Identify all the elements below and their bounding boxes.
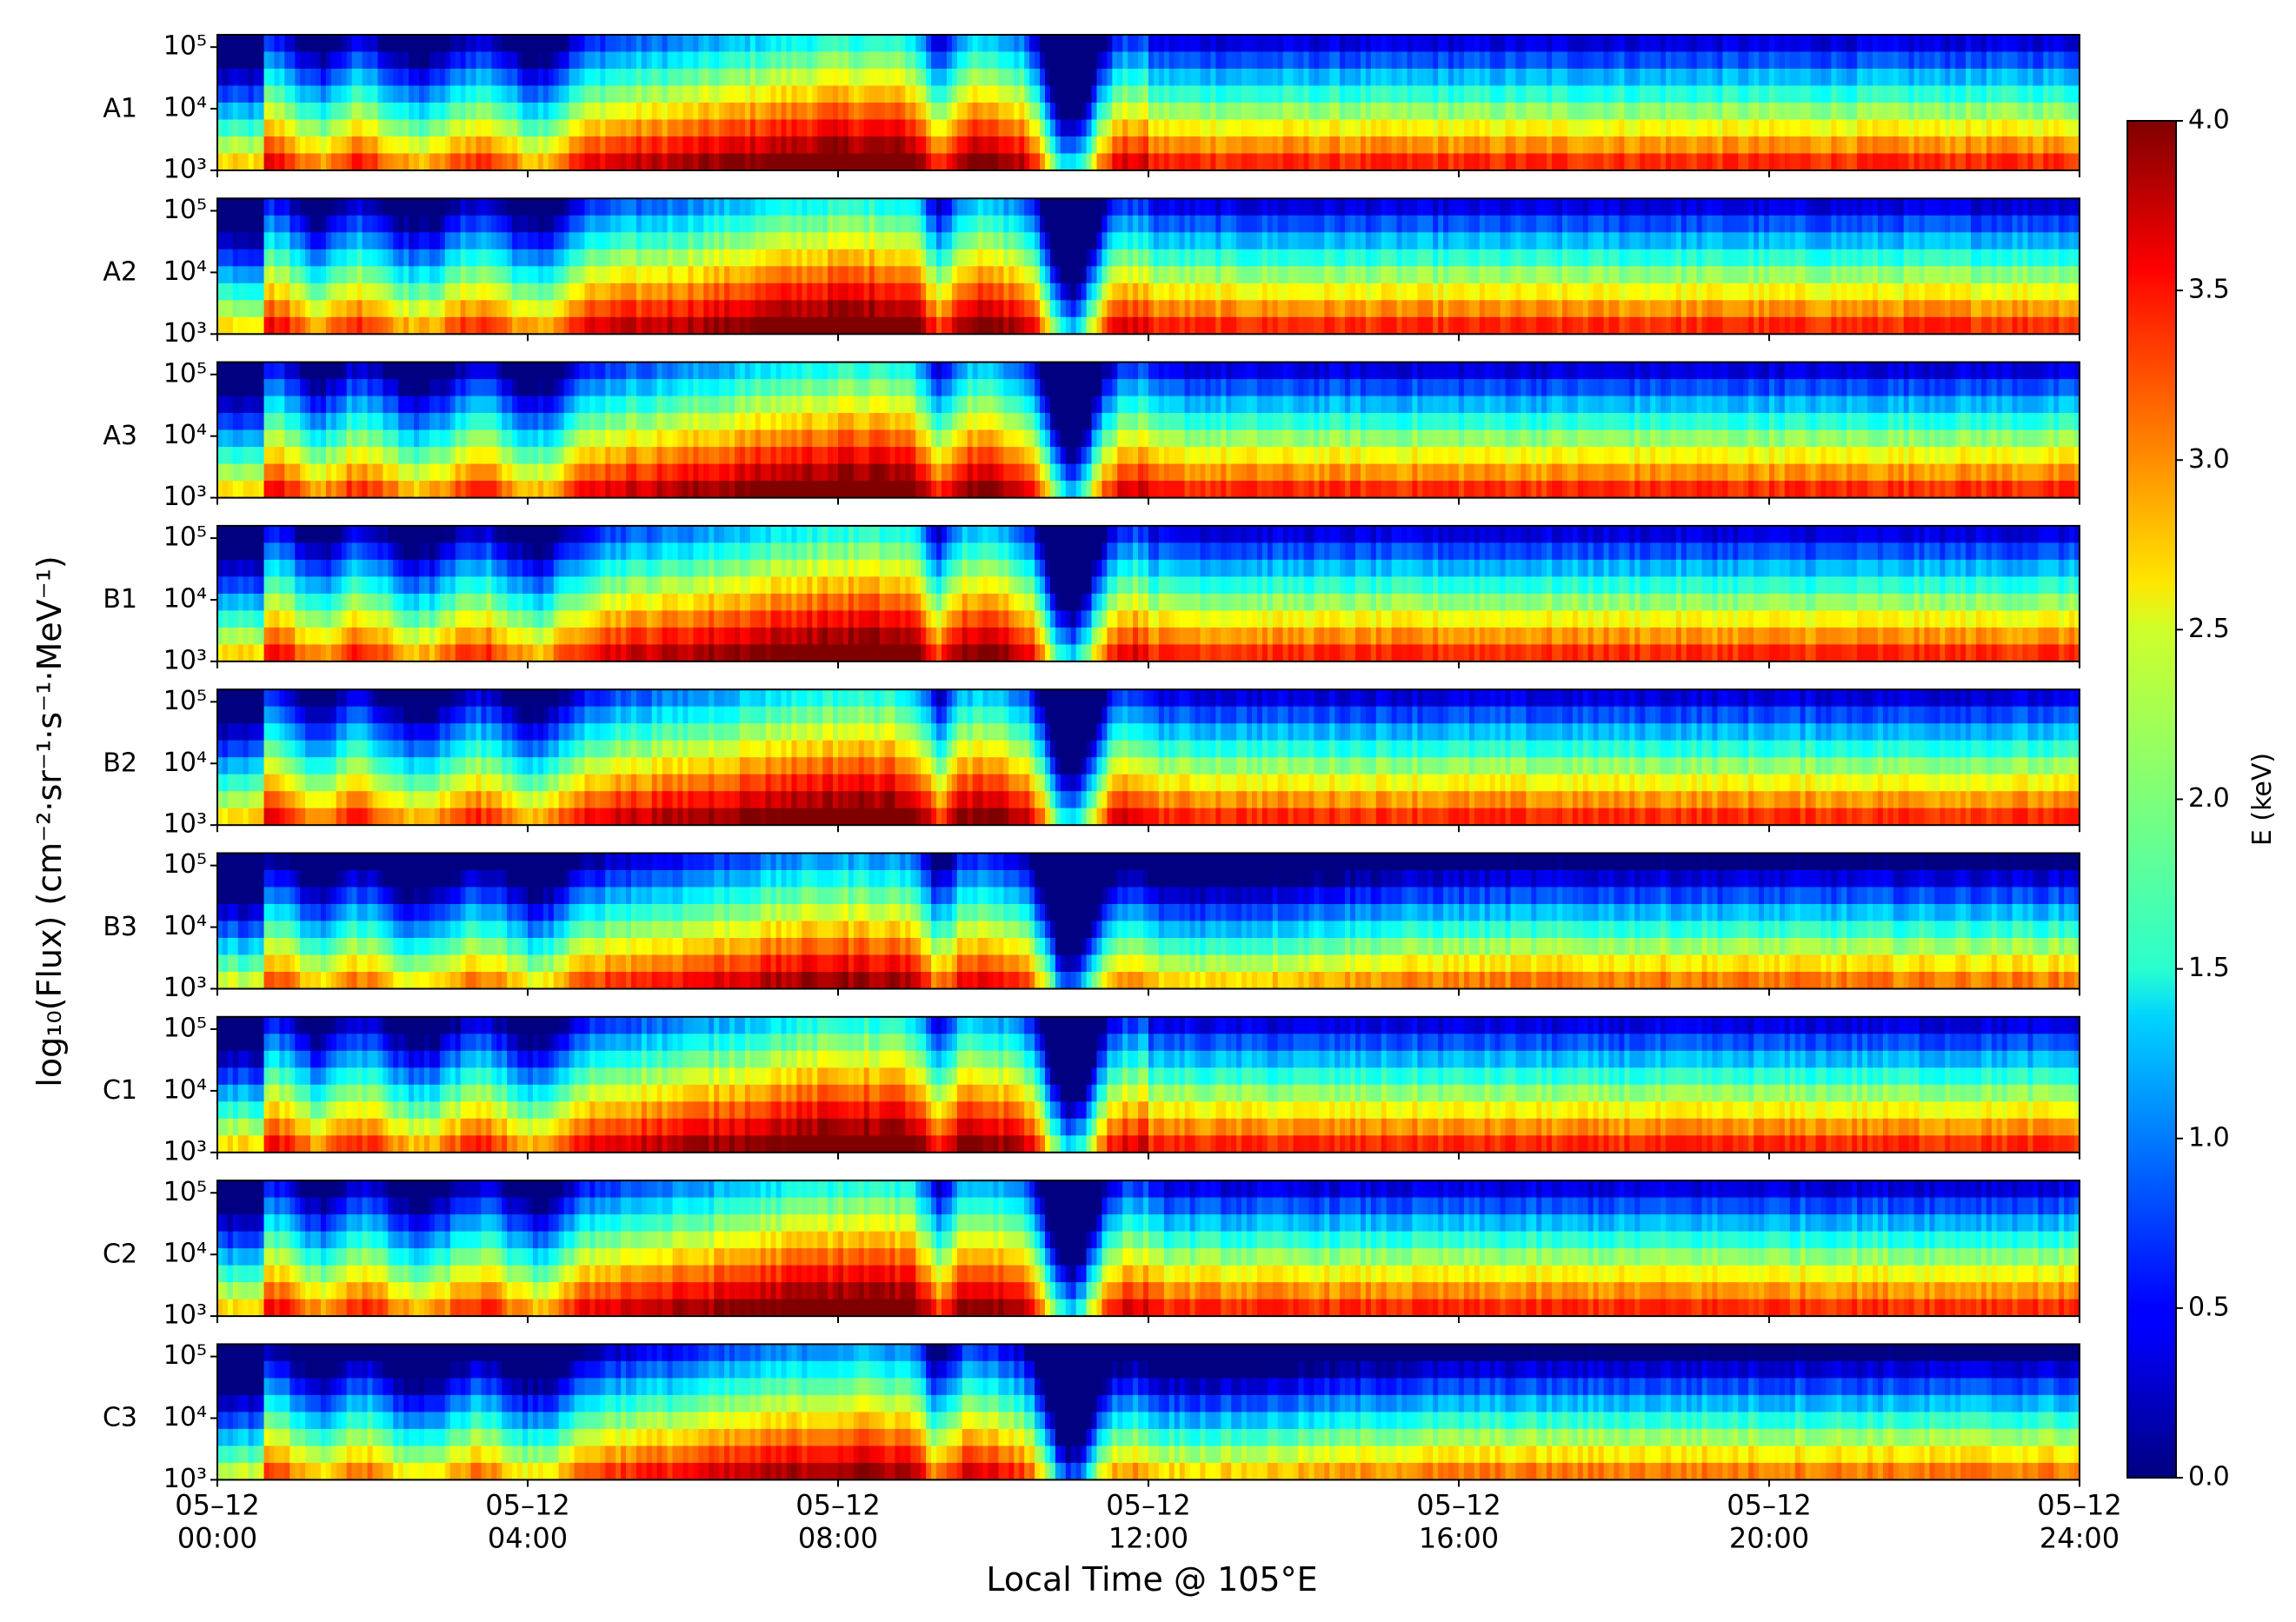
- panel-label: C2: [103, 1239, 137, 1269]
- x-tick-date: 05–12: [1727, 1488, 1811, 1521]
- y-tick-label: 10⁴: [163, 583, 207, 614]
- x-tick-time: 24:00: [2040, 1521, 2120, 1554]
- y-tick-label: 10⁴: [163, 748, 207, 778]
- y-tick-label: 10³: [163, 482, 207, 512]
- panel-a2: A2 10⁵ 10⁴ 10³: [103, 195, 2080, 349]
- panel-b3: B3 10⁵ 10⁴ 10³: [103, 849, 2080, 1003]
- y-tick-label: 10⁵: [163, 686, 207, 716]
- colorbar-tick-label: 0.5: [2188, 1292, 2230, 1322]
- heatmap-cells: [217, 854, 2080, 990]
- y-tick-label: 10⁵: [163, 31, 207, 62]
- heatmap-cells: [217, 526, 2080, 662]
- panel-a3: A3 10⁵ 10⁴ 10³: [103, 358, 2080, 512]
- x-tick-time: 12:00: [1108, 1521, 1188, 1554]
- y-tick-label: 10⁵: [163, 1013, 207, 1043]
- panel-b1: B1 10⁵ 10⁴ 10³: [103, 522, 2080, 676]
- colorbar-tick-label: 3.0: [2188, 444, 2230, 475]
- y-tick-label: 10³: [163, 645, 207, 675]
- colorbar-label: E (keV): [2247, 753, 2278, 846]
- y-tick-label: 10⁵: [163, 195, 207, 225]
- colorbar-tick-label: 1.5: [2188, 953, 2230, 983]
- panel-c1: C1 10⁵ 10⁴ 10³: [103, 1013, 2080, 1167]
- spectrogram-panels: A1 10⁵ 10⁴ 10³ A2 10⁵ 10⁴ 10³ A3 10⁵ 10⁴ 10³ B1 10⁵ 10…: [103, 31, 2080, 1494]
- y-tick-label: 10³: [163, 1300, 207, 1331]
- y-axis-title: log₁₀(Flux) (cm⁻²·sr⁻¹·s⁻¹·MeV⁻¹): [30, 555, 69, 1087]
- y-tick-label: 10⁴: [163, 911, 207, 941]
- y-tick-label: 10⁴: [163, 420, 207, 450]
- y-tick-label: 10⁵: [163, 522, 207, 553]
- x-tick-date: 05–12: [1106, 1488, 1190, 1521]
- colorbar-tick-label: 2.0: [2188, 783, 2230, 814]
- colorbar-tick-label: 4.0: [2188, 105, 2230, 136]
- heatmap-cells: [217, 689, 2080, 826]
- x-tick-date: 05–12: [795, 1488, 880, 1521]
- x-tick-date: 05–12: [2037, 1488, 2121, 1521]
- heatmap-cells: [217, 198, 2080, 335]
- y-tick-label: 10⁴: [163, 93, 207, 123]
- heatmap-cells: [217, 35, 2080, 171]
- panel-a1: A1 10⁵ 10⁴ 10³: [103, 31, 2080, 185]
- x-tick-date: 05–12: [1416, 1488, 1501, 1521]
- colorbar-tick-label: 1.0: [2188, 1122, 2230, 1153]
- x-tick-time: 20:00: [1729, 1521, 1809, 1554]
- y-tick-label: 10³: [163, 318, 207, 349]
- y-tick-label: 10⁴: [163, 1074, 207, 1105]
- y-tick-label: 10³: [163, 973, 207, 1003]
- heatmap-cells: [217, 1344, 2080, 1480]
- y-tick-label: 10⁵: [163, 849, 207, 880]
- y-tick-label: 10³: [163, 155, 207, 185]
- heatmap-cells: [217, 362, 2080, 499]
- y-tick-label: 10⁵: [163, 1177, 207, 1207]
- y-tick-label: 10³: [163, 1136, 207, 1167]
- x-tick-date: 05–12: [175, 1488, 259, 1521]
- colorbar-gradient: [2127, 121, 2176, 1478]
- panel-label: A2: [103, 257, 137, 288]
- y-tick-label: 10⁴: [163, 1402, 207, 1433]
- x-axis: 05–1200:0005–1204:0005–1208:0005–1212:00…: [175, 1488, 2121, 1554]
- x-axis-title: Local Time @ 105°E: [986, 1560, 1317, 1599]
- x-tick-time: 08:00: [798, 1521, 878, 1554]
- y-tick-label: 10⁵: [163, 358, 207, 389]
- x-tick-time: 04:00: [488, 1521, 568, 1554]
- x-tick-time: 16:00: [1419, 1521, 1499, 1554]
- panel-label: B3: [103, 912, 137, 942]
- panel-label: B1: [103, 584, 137, 615]
- panel-label: A1: [103, 93, 137, 123]
- y-tick-label: 10³: [163, 809, 207, 840]
- x-tick-date: 05–12: [485, 1488, 569, 1521]
- heatmap-cells: [217, 1180, 2080, 1317]
- panel-c2: C2 10⁵ 10⁴ 10³: [103, 1177, 2080, 1331]
- panel-label: B2: [103, 748, 137, 779]
- y-tick-label: 10⁴: [163, 1239, 207, 1269]
- heatmap-cells: [217, 1017, 2080, 1153]
- colorbar-tick-label: 2.5: [2188, 614, 2230, 644]
- panel-label: A3: [103, 421, 137, 451]
- colorbar-tick-label: 0.0: [2188, 1462, 2230, 1492]
- y-tick-label: 10⁵: [163, 1340, 207, 1371]
- panel-b2: B2 10⁵ 10⁴ 10³: [103, 686, 2080, 840]
- colorbar-tick-label: 3.5: [2188, 275, 2230, 305]
- y-tick-label: 10⁴: [163, 256, 207, 287]
- panel-label: C1: [103, 1075, 137, 1106]
- colorbar: 0.0 0.5 1.0 1.5 2.0 2.5 3.0 3.5 4.0 E (keV): [2127, 105, 2278, 1492]
- x-tick-time: 00:00: [177, 1521, 257, 1554]
- panel-label: C3: [103, 1403, 137, 1433]
